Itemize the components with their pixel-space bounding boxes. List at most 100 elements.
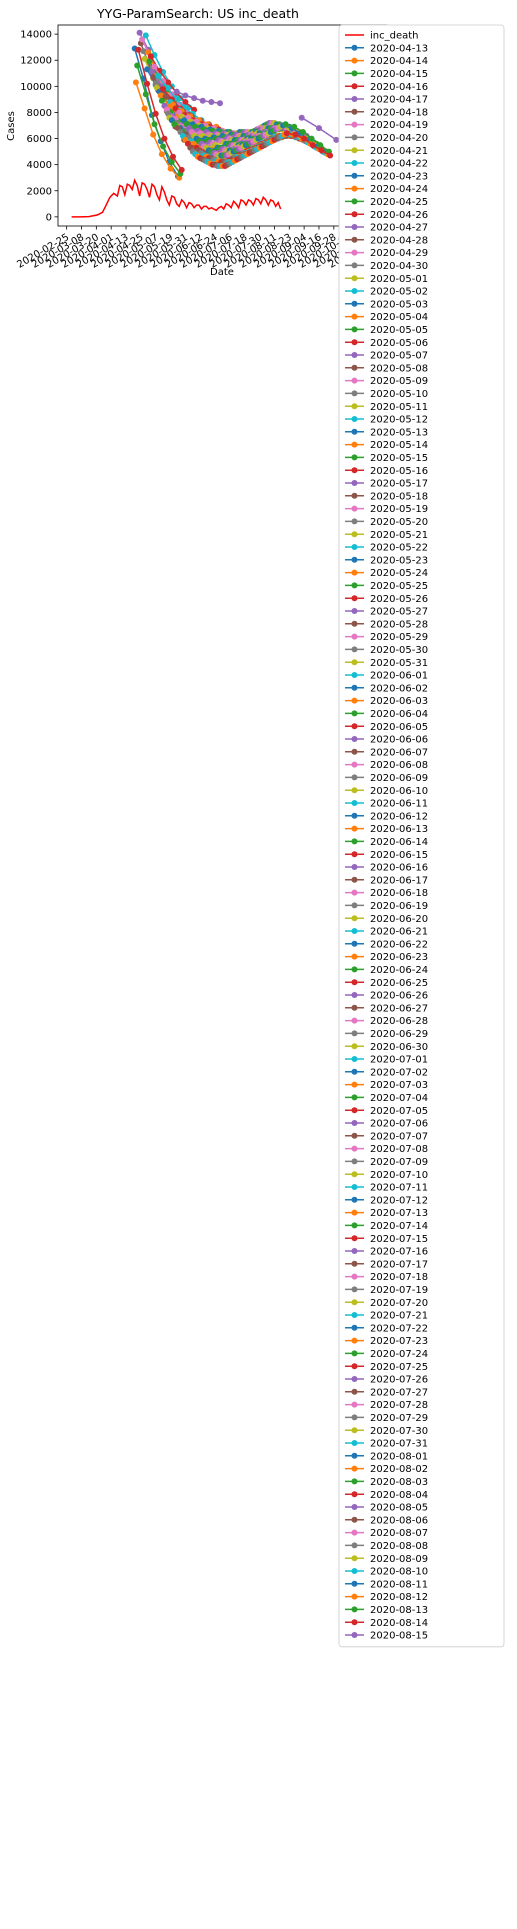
legend-label: 2020-07-08: [370, 1144, 428, 1155]
legend-swatch-marker: [351, 1132, 358, 1139]
legend-label: 2020-07-30: [370, 1426, 428, 1437]
legend-entry: 2020-07-04: [345, 1093, 428, 1104]
legend-entry: 2020-07-30: [345, 1426, 428, 1437]
legend-entry: 2020-05-11: [345, 402, 428, 413]
legend-label: 2020-04-14: [370, 56, 428, 67]
legend-entry: 2020-04-18: [345, 107, 428, 118]
legend-swatch-marker: [351, 1619, 358, 1626]
forecast-point: [146, 58, 153, 65]
legend-entry: 2020-05-02: [345, 287, 428, 298]
legend-label: 2020-05-04: [370, 312, 428, 323]
forecast-point: [178, 166, 185, 173]
legend-entry: 2020-06-07: [345, 747, 428, 758]
legend-label: 2020-06-20: [370, 914, 428, 925]
legend-entry: 2020-08-08: [345, 1541, 428, 1552]
legend-label: 2020-07-01: [370, 1055, 428, 1066]
forecast-series: [173, 88, 223, 107]
legend-label: 2020-05-22: [370, 543, 428, 554]
legend-swatch-marker: [351, 1273, 358, 1280]
legend-label: 2020-08-12: [370, 1592, 428, 1603]
legend-label: 2020-06-16: [370, 863, 428, 874]
legend-entry: 2020-06-15: [345, 850, 428, 861]
legend-swatch-marker: [351, 966, 358, 973]
forecast-point: [182, 99, 189, 105]
legend-label: 2020-06-10: [370, 786, 428, 797]
forecast-point: [149, 69, 155, 75]
legend-label: 2020-08-01: [370, 1451, 428, 1462]
legend-label: 2020-05-05: [370, 325, 428, 336]
legend-entry: 2020-06-10: [345, 786, 428, 797]
legend-label: 2020-04-18: [370, 107, 428, 118]
legend-swatch-marker: [351, 876, 358, 883]
legend-swatch-marker: [351, 774, 358, 781]
legend-entry: 2020-07-26: [345, 1375, 428, 1386]
legend-label: 2020-07-16: [370, 1247, 428, 1258]
legend-entry: 2020-05-13: [345, 427, 428, 438]
forecast-point: [316, 125, 322, 132]
legend-swatch-marker: [351, 428, 358, 435]
legend-entry: 2020-04-26: [345, 210, 428, 221]
legend-label: inc_death: [370, 31, 419, 42]
legend-swatch-marker: [351, 505, 358, 512]
legend-label: 2020-05-28: [370, 619, 428, 630]
legend-entry: 2020-06-30: [345, 1042, 428, 1053]
legend-label: 2020-07-18: [370, 1272, 428, 1283]
forecast-point: [318, 147, 325, 154]
legend-entry: 2020-07-12: [345, 1195, 428, 1206]
legend-swatch-marker: [351, 1414, 358, 1421]
legend-label: 2020-04-23: [370, 171, 428, 182]
legend-swatch-marker: [351, 364, 358, 371]
legend-swatch-marker: [351, 531, 358, 538]
legend-entry: 2020-05-20: [345, 517, 428, 528]
legend-swatch-marker: [351, 224, 358, 230]
legend-swatch-marker: [351, 275, 358, 282]
legend-entry: 2020-04-17: [345, 95, 428, 106]
legend-swatch-marker: [351, 121, 358, 128]
legend-label: 2020-06-26: [370, 991, 428, 1002]
legend-swatch-marker: [351, 1580, 358, 1587]
legend-label: 2020-08-06: [370, 1515, 428, 1526]
legend-label: 2020-06-12: [370, 811, 428, 822]
legend-swatch-marker: [351, 1363, 358, 1370]
legend-entry: 2020-06-05: [345, 722, 428, 733]
forecast-point: [152, 110, 159, 117]
legend-swatch-marker: [351, 262, 358, 269]
legend-swatch-marker: [351, 608, 358, 614]
legend-swatch-marker: [351, 1491, 358, 1498]
legend-swatch-marker: [351, 1529, 358, 1536]
forecast-point: [161, 135, 168, 142]
forecast-point: [217, 100, 223, 107]
legend-label: 2020-08-02: [370, 1464, 428, 1475]
legend-swatch-marker: [351, 1376, 358, 1382]
legend-swatch-marker: [351, 940, 358, 947]
legend-swatch-marker: [351, 288, 358, 294]
legend-swatch-marker: [351, 83, 358, 90]
legend-swatch-marker: [351, 1158, 358, 1165]
forecast-point: [144, 66, 151, 73]
legend-entry: 2020-06-25: [345, 978, 428, 989]
legend-label: 2020-05-29: [370, 632, 428, 643]
forecast-point: [199, 97, 206, 104]
legend-swatch-marker: [351, 1043, 358, 1050]
legend-entry: 2020-08-02: [345, 1464, 428, 1475]
legend-swatch-marker: [351, 1030, 358, 1037]
legend-label: 2020-07-31: [370, 1439, 428, 1450]
legend-swatch-marker: [351, 800, 358, 806]
forecast-point: [151, 121, 158, 128]
legend-entry: 2020-08-13: [345, 1605, 428, 1616]
legend-entry: 2020-04-25: [345, 197, 428, 208]
legend-swatch-marker: [351, 300, 358, 307]
legend-label: 2020-05-01: [370, 274, 428, 285]
legend-label: 2020-07-09: [370, 1157, 428, 1168]
legend-label: 2020-05-25: [370, 581, 428, 592]
legend-entry: 2020-07-03: [345, 1080, 428, 1091]
x-axis-label: Date: [210, 267, 234, 278]
legend-entry: 2020-05-15: [345, 453, 428, 464]
legend-label: 2020-05-09: [370, 376, 428, 387]
legend-swatch-marker: [351, 889, 358, 896]
legend-entry: 2020-06-02: [345, 683, 428, 694]
legend-swatch-marker: [351, 838, 358, 845]
forecast-point: [170, 153, 176, 160]
legend-label: 2020-07-26: [370, 1375, 428, 1386]
